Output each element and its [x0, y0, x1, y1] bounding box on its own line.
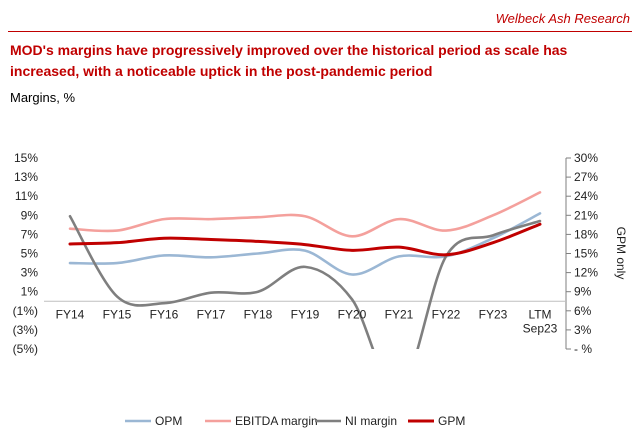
legend-label-opm: OPM: [155, 414, 182, 428]
x-tick-line: FY23: [479, 307, 508, 321]
y-tick-label: 7%: [21, 227, 39, 241]
y2-tick-label: 30%: [574, 151, 598, 165]
x-tick-label: FY20: [338, 307, 367, 321]
x-tick-label: FY22: [432, 307, 461, 321]
chart-title: MOD's margins have progressively improve…: [10, 42, 568, 79]
header-rule: [8, 31, 632, 32]
legend: OPM EBITDA margin NI margin GPM: [125, 414, 465, 428]
y2-tick-label: 24%: [574, 189, 598, 203]
y2-tick-label: 21%: [574, 208, 598, 222]
y-axis-right-title: GPM only: [614, 227, 628, 280]
y-tick-label: 3%: [21, 266, 39, 280]
y-tick-label: (1%): [13, 304, 38, 318]
y-tick-label: 5%: [21, 247, 39, 261]
y-tick-label: (5%): [13, 342, 38, 356]
x-axis: FY14 FY15 FY16 FY17 FY18 FY19 FY20 FY21 FY22 FY23…: [56, 307, 558, 335]
y-tick-label: 9%: [21, 208, 39, 222]
x-tick-label: FY17: [197, 307, 226, 321]
series-line-gpm: [68, 222, 542, 257]
x-tick-line: FY17: [197, 307, 226, 321]
legend-label-ebitda-margin: EBITDA margin: [235, 414, 318, 428]
x-tick-label: FY18: [244, 307, 273, 321]
y2-tick-label: 15%: [574, 247, 598, 261]
y2-tick-label: - %: [574, 342, 592, 356]
x-tick-line: FY15: [103, 307, 132, 321]
y2-tick-label: 27%: [574, 170, 598, 184]
series-line-ni-margin: [68, 214, 542, 349]
x-tick-line: FY14: [56, 307, 85, 321]
x-tick-line: FY20: [338, 307, 367, 321]
x-tick-label: FY15: [103, 307, 132, 321]
y-tick-label: 15%: [14, 151, 38, 165]
y2-tick-label: 3%: [574, 323, 592, 337]
x-tick-label: FY21: [385, 307, 414, 321]
y-tick-label: 11%: [15, 189, 38, 203]
x-tick-label: FY16: [150, 307, 179, 321]
series-line-ebitda-margin: [68, 191, 542, 238]
x-tick-label: FY23: [479, 307, 508, 321]
y-tick-label: 1%: [21, 285, 39, 299]
y2-tick-label: 9%: [574, 285, 592, 299]
chart-subtitle: Margins, %: [10, 90, 76, 105]
x-tick-label: LTM Sep23: [523, 307, 558, 335]
x-tick-line: FY22: [432, 307, 461, 321]
y-axis-right: 30% 27% 24% 21% 18% 15% 12% 9% 6% 3% - %: [566, 151, 598, 356]
x-tick-line: FY18: [244, 307, 273, 321]
y-axis-left: 15% 13% 11% 9% 7% 5% 3% 1% (1%) (3%) (5%): [13, 151, 39, 356]
brand-label: Welbeck Ash Research: [495, 11, 630, 26]
x-tick-label: FY19: [291, 307, 320, 321]
y-tick-label: (3%): [13, 323, 38, 337]
x-tick-line: FY19: [291, 307, 320, 321]
y-tick-label: 13%: [14, 170, 38, 184]
legend-label-gpm: GPM: [438, 414, 465, 428]
y2-tick-label: 12%: [574, 266, 598, 280]
legend-label-ni-margin: NI margin: [345, 414, 397, 428]
x-tick-line: LTM: [528, 307, 551, 321]
x-tick-label: FY14: [56, 307, 85, 321]
x-tick-line: Sep23: [523, 321, 558, 335]
y2-tick-label: 18%: [574, 227, 598, 241]
x-tick-line: FY21: [385, 307, 414, 321]
series-lines: [68, 191, 542, 349]
x-tick-line: FY16: [150, 307, 179, 321]
y2-tick-label: 6%: [574, 304, 592, 318]
